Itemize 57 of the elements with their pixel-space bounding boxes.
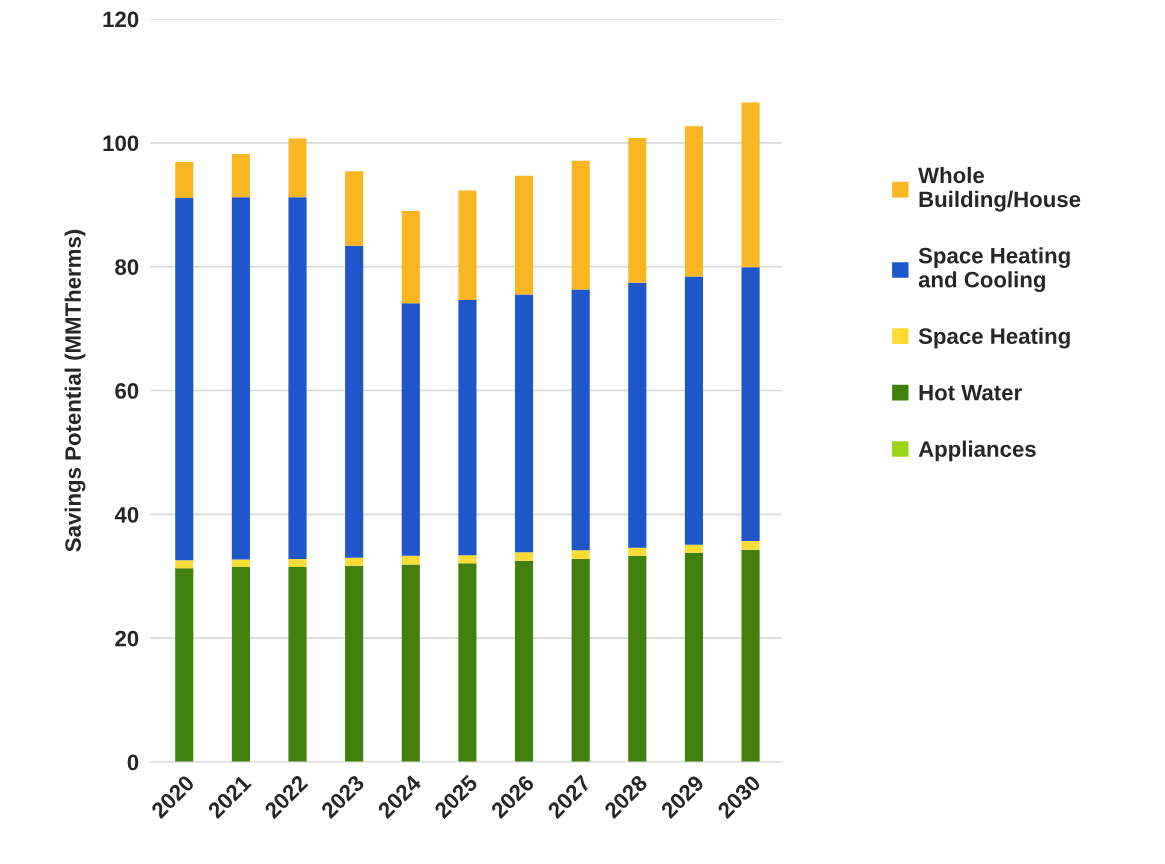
bar — [288, 558, 307, 567]
bar — [458, 555, 477, 564]
legend-label: Hot Water — [919, 385, 1022, 401]
bar — [628, 547, 647, 556]
bar — [684, 126, 703, 277]
bar — [741, 102, 760, 268]
bar — [288, 567, 307, 763]
bar — [514, 175, 534, 295]
bar — [514, 294, 534, 553]
bar — [231, 559, 250, 567]
legend-label: Space Heating — [918, 327, 1070, 349]
bar — [231, 197, 250, 560]
bar — [458, 563, 477, 763]
y-tick-label: 80 — [115, 259, 139, 275]
y-tick-label: 40 — [114, 506, 139, 523]
legend-label: Appliances — [918, 440, 1036, 462]
bar — [345, 565, 364, 763]
bar — [741, 549, 760, 763]
y-tick-label: 60 — [115, 383, 139, 399]
bar — [345, 245, 364, 558]
bar — [288, 197, 307, 559]
bar — [571, 160, 590, 290]
y-tick-label: 20 — [115, 630, 139, 647]
bar — [571, 550, 590, 559]
bar — [514, 560, 534, 763]
bar — [345, 557, 364, 566]
bar — [458, 300, 477, 556]
y-tick-label: 120 — [103, 11, 139, 28]
bar — [401, 210, 420, 304]
bar — [401, 303, 420, 556]
bar — [458, 190, 477, 301]
bar — [571, 558, 590, 763]
y-axis-title: Savings Potential (MMTherms) — [64, 229, 86, 552]
bar — [628, 555, 647, 763]
bar — [231, 153, 250, 198]
bar — [514, 552, 534, 561]
bar — [741, 267, 760, 541]
bar — [175, 568, 194, 763]
bar — [628, 137, 647, 283]
legend-label: Space Heating and Cooling — [918, 247, 1070, 293]
bar — [684, 544, 703, 553]
bar — [401, 564, 420, 763]
bar — [175, 162, 194, 198]
bar — [175, 560, 194, 569]
y-tick-label: 100 — [103, 135, 139, 152]
bar — [684, 552, 703, 763]
legend-label: Whole Building/House — [918, 166, 1081, 212]
bar — [288, 138, 307, 198]
bar — [401, 555, 420, 565]
bar — [175, 197, 194, 561]
y-tick-label: 0 — [127, 754, 139, 771]
bar — [571, 289, 590, 551]
bar — [628, 282, 647, 548]
bar — [345, 171, 364, 246]
bar — [684, 276, 703, 545]
bar — [741, 540, 760, 550]
bar — [231, 567, 250, 763]
